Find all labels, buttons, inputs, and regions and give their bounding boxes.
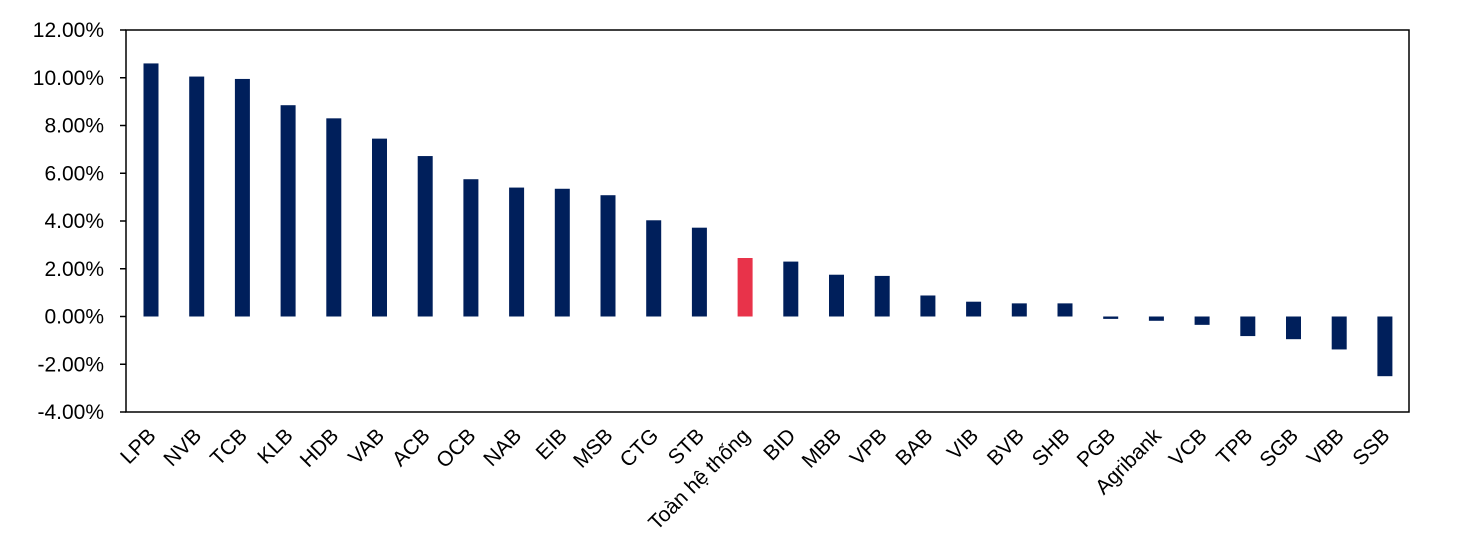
x-category-label: ACB [388,424,435,471]
x-category-label: OCB [432,424,480,472]
y-tick-label: -4.00% [37,401,104,424]
bar-nvb [189,76,205,317]
bar-vbb [1331,316,1347,350]
x-category-label: VBB [1303,424,1349,470]
bar-vpb [874,275,890,317]
bar-acb [417,156,433,317]
bar-tcb [234,78,250,317]
x-category-label: LPB [116,424,160,468]
bar-pgb [1103,316,1119,319]
x-category-label: BVB [983,424,1029,470]
x-category-label: VIB [943,424,983,464]
bar-stb [691,227,707,317]
y-tick-label: 0.00% [44,306,104,329]
x-category-label: VCB [1165,424,1212,471]
bar-mbb [829,274,844,317]
x-category-label: BAB [891,424,937,470]
bar-hdb [326,118,342,317]
plot-frame [125,29,1410,413]
x-category-label: BID [759,424,800,465]
y-tick-label: 12.00% [33,19,104,42]
bars [143,63,1393,377]
y-axis-ticks: -4.00% -2.00% 0.00% 2.00% 4.00% 6.00% 8.00% 10.… [33,19,126,424]
x-category-label: VAB [344,424,389,469]
bar-bid [783,261,799,317]
bar-toàn-hệ-thống [737,258,753,317]
x-category-label: MSB [569,424,617,472]
x-category-label: TPB [1212,424,1257,469]
bar-ctg [646,220,662,317]
x-category-label: KLB [253,424,297,468]
y-tick-label: 4.00% [44,210,104,233]
y-tick-label: 6.00% [44,162,104,185]
x-category-label: VPB [846,424,892,470]
x-category-label: SGB [1255,424,1303,472]
x-category-label: MBB [798,424,846,472]
x-category-label: SSB [1348,424,1394,470]
bar-bvb [1011,303,1027,317]
x-category-label: EIB [532,424,572,464]
bar-klb [280,105,296,317]
x-category-label: HDB [296,424,344,472]
y-tick-label: 10.00% [33,67,104,90]
bar-lpb [143,63,159,317]
x-category-label: TCB [206,424,252,470]
bar-vcb [1194,316,1210,325]
bar-ocb [463,179,479,317]
x-category-label: CTG [616,424,664,472]
bar-tpb [1240,316,1256,337]
y-tick-label: 8.00% [44,115,104,138]
bar-nab [509,187,525,317]
y-tick-label: -2.00% [37,353,104,376]
bar-ssb [1377,316,1393,377]
bar-msb [600,195,616,317]
x-category-label: SHB [1028,424,1075,471]
bar-shb [1057,303,1073,317]
bar-eib [554,188,570,317]
x-category-label: NVB [159,424,206,471]
bar-agribank [1148,316,1164,321]
bar-vab [372,138,387,317]
bar-bab [920,295,936,317]
bar-sgb [1286,316,1301,340]
bar-vib [966,301,982,317]
y-tick-label: 2.00% [44,258,104,281]
x-category-label: NAB [479,424,526,471]
